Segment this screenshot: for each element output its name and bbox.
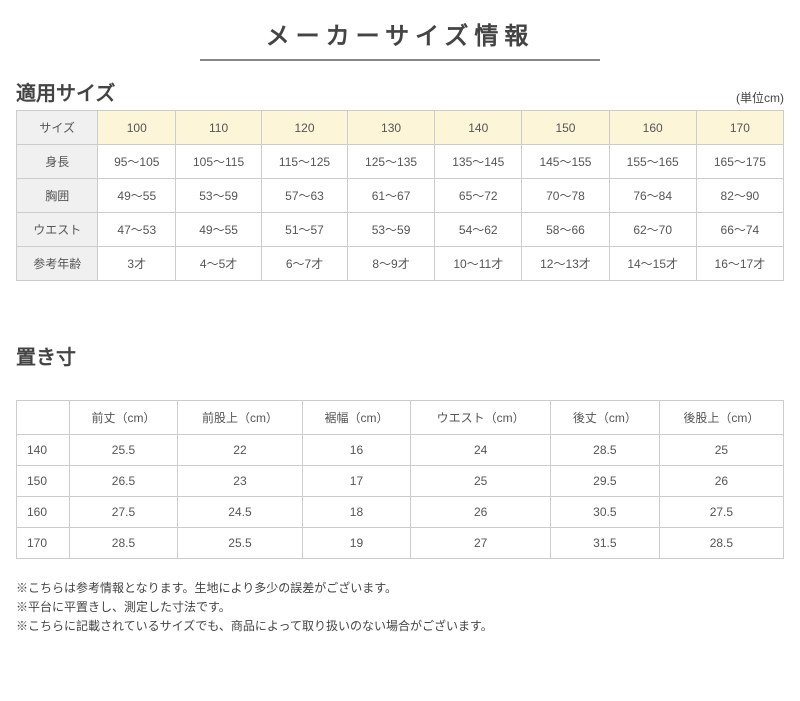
table-cell: 16～17才	[696, 247, 783, 281]
table-cell: 25.5	[178, 528, 302, 559]
table-cell: 61～67	[347, 179, 434, 213]
table-cell: 125～135	[347, 145, 434, 179]
table-header-cell: 後股上（cm）	[659, 401, 783, 435]
table-cell: 26.5	[69, 466, 178, 497]
size-table: サイズ100110120130140150160170 身長95～105105～1…	[16, 110, 784, 281]
table-cell: 26	[411, 497, 551, 528]
table-cell: 82～90	[696, 179, 783, 213]
table-cell: 115～125	[262, 145, 348, 179]
table-cell: 57～63	[262, 179, 348, 213]
table-cell: 170	[17, 528, 70, 559]
table-cell: 6～7才	[262, 247, 348, 281]
note-line: ※平台に平置きし、測定した寸法です。	[16, 598, 784, 617]
table-cell: 150	[522, 111, 609, 145]
table-cell: 130	[347, 111, 434, 145]
table-cell: 27	[411, 528, 551, 559]
table-cell: 18	[302, 497, 411, 528]
table-cell: 120	[262, 111, 348, 145]
table-cell: 25	[411, 466, 551, 497]
table-cell: 14～15才	[609, 247, 696, 281]
table-cell: 49～55	[98, 179, 176, 213]
table-cell: 160	[609, 111, 696, 145]
table-cell: 100	[98, 111, 176, 145]
table-cell: 28.5	[659, 528, 783, 559]
table-cell: 165～175	[696, 145, 783, 179]
page-title: メーカーサイズ情報	[200, 16, 600, 61]
table-cell: 24.5	[178, 497, 302, 528]
table-header-cell: 裾幅（cm）	[302, 401, 411, 435]
table-cell: 110	[176, 111, 262, 145]
table-cell: 10～11才	[435, 247, 522, 281]
table-cell: 25	[659, 435, 783, 466]
table-cell: 145～155	[522, 145, 609, 179]
table-cell: 47～53	[98, 213, 176, 247]
table-cell: 170	[696, 111, 783, 145]
table-cell: 25.5	[69, 435, 178, 466]
table-header-cell	[17, 401, 70, 435]
table-cell: 31.5	[550, 528, 659, 559]
note-line: ※こちらに記載されているサイズでも、商品によって取り扱いのない場合がございます。	[16, 617, 784, 636]
table-cell: 140	[435, 111, 522, 145]
table-cell: 27.5	[69, 497, 178, 528]
table-cell: 4～5才	[176, 247, 262, 281]
table-cell: 8～9才	[347, 247, 434, 281]
table-cell: 70～78	[522, 179, 609, 213]
notes: ※こちらは参考情報となります。生地により多少の誤差がございます。※平台に平置きし…	[16, 579, 784, 637]
table-cell: 53～59	[176, 179, 262, 213]
table-cell: 19	[302, 528, 411, 559]
table-row-label: 身長	[17, 145, 98, 179]
measurement-table: 前丈（cm）前股上（cm）裾幅（cm）ウエスト（cm）後丈（cm）後股上（cm）…	[16, 400, 784, 559]
note-line: ※こちらは参考情報となります。生地により多少の誤差がございます。	[16, 579, 784, 598]
table-row-label: ウエスト	[17, 213, 98, 247]
table-cell: 135～145	[435, 145, 522, 179]
table-cell: 23	[178, 466, 302, 497]
table-row-label: 参考年齢	[17, 247, 98, 281]
table-header-cell: 前丈（cm）	[69, 401, 178, 435]
table-cell: 16	[302, 435, 411, 466]
table-cell: 28.5	[550, 435, 659, 466]
table-cell: 62～70	[609, 213, 696, 247]
section2-title: 置き寸	[16, 341, 784, 370]
table-header-cell: 前股上（cm）	[178, 401, 302, 435]
table-cell: 66～74	[696, 213, 783, 247]
table-cell: 53～59	[347, 213, 434, 247]
table-cell: 49～55	[176, 213, 262, 247]
table-cell: 95～105	[98, 145, 176, 179]
table-row-label: サイズ	[17, 111, 98, 145]
table-cell: 12～13才	[522, 247, 609, 281]
table-cell: 155～165	[609, 145, 696, 179]
table-cell: 24	[411, 435, 551, 466]
table-cell: 27.5	[659, 497, 783, 528]
table-cell: 150	[17, 466, 70, 497]
table-cell: 17	[302, 466, 411, 497]
unit-label: (単位cm)	[736, 89, 784, 106]
table-cell: 58～66	[522, 213, 609, 247]
table-cell: 65～72	[435, 179, 522, 213]
table-cell: 54～62	[435, 213, 522, 247]
table-cell: 51～57	[262, 213, 348, 247]
table-cell: 76～84	[609, 179, 696, 213]
section1-title: 適用サイズ	[16, 77, 115, 106]
table-cell: 28.5	[69, 528, 178, 559]
table-cell: 29.5	[550, 466, 659, 497]
table-cell: 160	[17, 497, 70, 528]
table-row-label: 胸囲	[17, 179, 98, 213]
table-cell: 30.5	[550, 497, 659, 528]
table-cell: 3才	[98, 247, 176, 281]
table-header-cell: 後丈（cm）	[550, 401, 659, 435]
table-cell: 140	[17, 435, 70, 466]
table-cell: 105～115	[176, 145, 262, 179]
table-header-cell: ウエスト（cm）	[411, 401, 551, 435]
table-cell: 22	[178, 435, 302, 466]
table-cell: 26	[659, 466, 783, 497]
